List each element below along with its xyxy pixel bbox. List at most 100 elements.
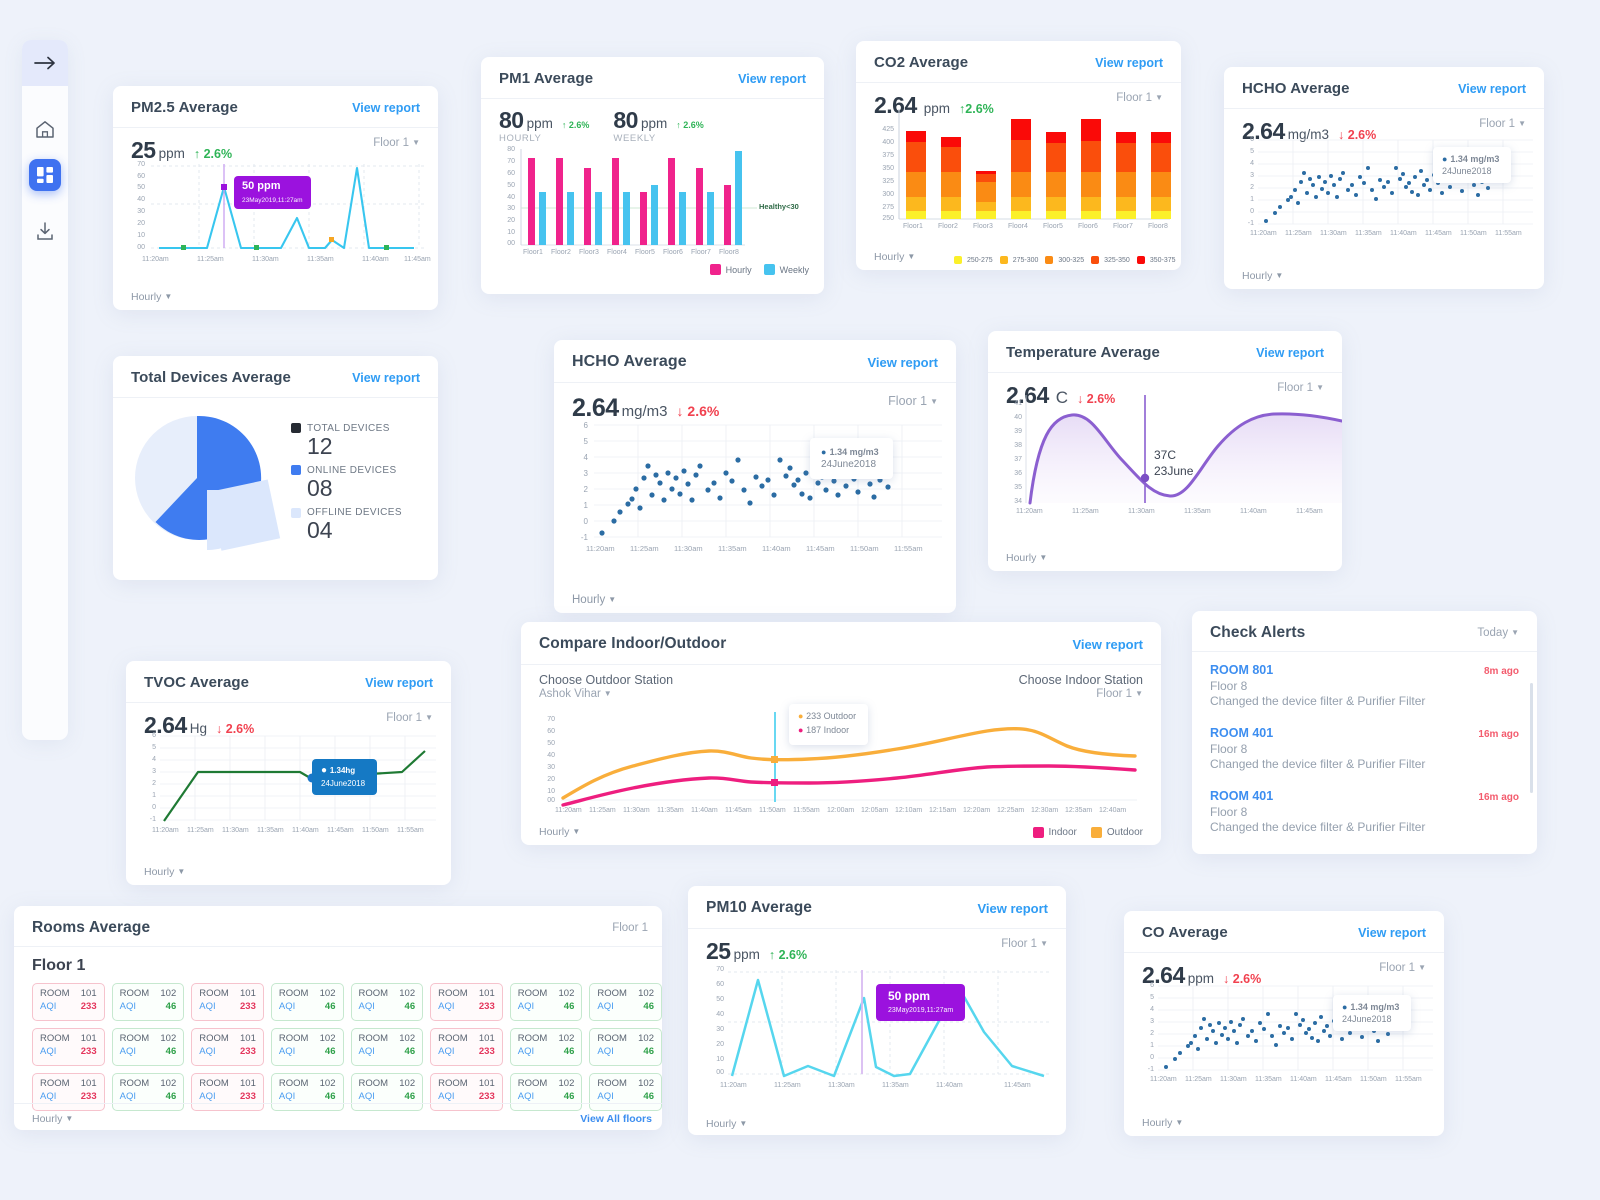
- card-compare: Compare Indoor/Outdoor View report Choos…: [521, 622, 1161, 845]
- room-chip[interactable]: ROOM 102 AQI 46: [589, 1073, 662, 1111]
- alert-description: Changed the device filter & Purifier Fil…: [1210, 820, 1426, 834]
- view-all-floors-link[interactable]: View All floors: [580, 1113, 652, 1125]
- hcho-large-interval-dropdown[interactable]: Hourly ▼: [572, 594, 617, 606]
- sidebar-item-home[interactable]: [22, 106, 68, 152]
- alerts-range-dropdown[interactable]: Today ▼: [1477, 627, 1519, 639]
- tvoc-chart: 6 5 4 3 2 1 0 -1 11:20am 11:25am 11:30am…: [140, 731, 440, 856]
- rooms-interval-dropdown[interactable]: Hourly ▼: [32, 1113, 74, 1125]
- room-chip[interactable]: ROOM 102 AQI 46: [589, 983, 662, 1021]
- room-chip[interactable]: ROOM 102 AQI 46: [270, 983, 344, 1021]
- room-chip[interactable]: ROOM 102 AQI 46: [270, 1073, 344, 1111]
- room-chip[interactable]: ROOM 102 AQI 46: [509, 1073, 583, 1111]
- tvoc-interval-dropdown[interactable]: Hourly ▼: [144, 866, 186, 878]
- room-chip[interactable]: ROOM 101 AQI 233: [32, 1073, 105, 1111]
- room-label: ROOM: [119, 1033, 150, 1044]
- floor-dropdown[interactable]: Floor 1 ▼: [373, 137, 420, 149]
- sidebar-item-download[interactable]: [22, 208, 68, 254]
- rooms-floor-dropdown[interactable]: Floor 1: [612, 922, 648, 934]
- floor-dropdown[interactable]: Floor 1 ▼: [1479, 118, 1526, 130]
- indoor-station-value[interactable]: Floor 1 ▼: [1096, 688, 1143, 700]
- floor-dropdown[interactable]: Floor 1 ▼: [1379, 962, 1426, 974]
- outdoor-station-label: Choose Outdoor Station: [539, 673, 674, 687]
- view-report-link[interactable]: View report: [365, 675, 433, 690]
- card-pm1: PM1 Average View report 80 ppm ↑ 2.6% HO…: [481, 57, 824, 294]
- aqi-label: AQI: [199, 1046, 216, 1057]
- view-report-link[interactable]: View report: [1256, 345, 1324, 360]
- view-report-link[interactable]: View report: [738, 71, 806, 86]
- hcho-large-unit: mg/m3: [621, 403, 668, 420]
- pm25-interval-dropdown[interactable]: Hourly ▼: [131, 291, 173, 303]
- co-delta: ↓ 2.6%: [1223, 972, 1262, 986]
- room-chip[interactable]: ROOM 102 AQI 46: [111, 1073, 185, 1111]
- floor-dropdown[interactable]: Floor 1 ▼: [888, 394, 938, 408]
- alert-item[interactable]: ROOM 401 16m ago Floor 8 Changed the dev…: [1192, 781, 1537, 844]
- legend-item-weekly: Weekly: [763, 264, 809, 275]
- alert-time: 16m ago: [1478, 792, 1519, 803]
- alerts-scrollbar[interactable]: [1530, 683, 1533, 793]
- outdoor-station-selector[interactable]: Choose Outdoor Station Ashok Vihar ▼: [539, 673, 673, 700]
- view-report-link[interactable]: View report: [1458, 81, 1526, 96]
- floor-dropdown[interactable]: Floor 1 ▼: [1277, 382, 1324, 394]
- hcho-large-chart: 6 5 4 3 2 1 0 -1 11:20am 11:25am 11:30am…: [570, 420, 945, 575]
- room-chip[interactable]: ROOM 102 AQI 46: [350, 1028, 424, 1066]
- view-report-link[interactable]: View report: [867, 354, 938, 370]
- room-chip[interactable]: ROOM 102 AQI 46: [509, 983, 583, 1021]
- room-chip[interactable]: ROOM 101 AQI 233: [32, 1028, 105, 1066]
- outdoor-station-value[interactable]: Ashok Vihar ▼: [539, 688, 612, 700]
- indoor-station-selector[interactable]: Choose Indoor Station Floor 1 ▼: [1019, 673, 1143, 700]
- room-chip[interactable]: ROOM 101 AQI 233: [191, 1028, 264, 1066]
- alert-room[interactable]: ROOM 801: [1210, 663, 1274, 677]
- co2-interval-dropdown[interactable]: Hourly ▼: [874, 251, 916, 263]
- offline-devices-swatch: [291, 507, 301, 518]
- pm10-interval-dropdown[interactable]: Hourly ▼: [706, 1118, 748, 1130]
- co-interval-dropdown[interactable]: Hourly ▼: [1142, 1117, 1184, 1129]
- alert-room[interactable]: ROOM 401: [1210, 789, 1274, 803]
- hcho-small-chart: 6 5 4 3 2 1 0 -1 11:20am 11:25am 11:30am…: [1238, 135, 1538, 255]
- room-chip[interactable]: ROOM 101 AQI 233: [191, 1073, 264, 1111]
- room-chip[interactable]: ROOM 102 AQI 46: [350, 1073, 424, 1111]
- alert-room[interactable]: ROOM 401: [1210, 852, 1273, 854]
- room-number: 101: [240, 1033, 256, 1044]
- sidebar-item-dashboard[interactable]: [22, 152, 68, 198]
- co-value: 2.64: [1142, 962, 1185, 988]
- aqi-value: 46: [643, 1001, 654, 1012]
- view-report-link[interactable]: View report: [352, 100, 420, 115]
- aqi-label: AQI: [119, 1091, 136, 1102]
- temperature-interval-dropdown[interactable]: Hourly ▼: [1006, 552, 1048, 564]
- room-chip[interactable]: ROOM 101 AQI 233: [191, 983, 264, 1021]
- sidebar-item-collapse[interactable]: [22, 40, 68, 86]
- view-report-link[interactable]: View report: [352, 370, 420, 385]
- view-report-link[interactable]: View report: [1095, 55, 1163, 70]
- room-chip[interactable]: ROOM 101 AQI 233: [430, 1073, 503, 1111]
- room-number: 102: [558, 988, 575, 999]
- room-number: 102: [638, 1033, 654, 1044]
- room-chip[interactable]: ROOM 101 AQI 233: [32, 983, 105, 1021]
- devices-row-total: TOTAL DEVICES 12: [291, 423, 402, 459]
- floor-dropdown[interactable]: Floor 1 ▼: [386, 712, 433, 724]
- room-chip[interactable]: ROOM 102 AQI 46: [589, 1028, 662, 1066]
- alert-room[interactable]: ROOM 401: [1210, 726, 1274, 740]
- view-report-link[interactable]: View report: [1072, 636, 1143, 652]
- alert-item[interactable]: ROOM 801 8m ago Floor 8 Changed the devi…: [1192, 655, 1537, 718]
- room-chip[interactable]: ROOM 101 AQI 233: [430, 983, 503, 1021]
- room-chip[interactable]: ROOM 102 AQI 46: [111, 1028, 185, 1066]
- room-chip[interactable]: ROOM 101 AQI 233: [430, 1028, 503, 1066]
- room-number: 102: [160, 1078, 177, 1089]
- pm1-hourly-unit: ppm: [526, 116, 553, 131]
- compare-interval-dropdown[interactable]: Hourly ▼: [539, 826, 581, 838]
- co2-stacked-bar-chart: [898, 109, 1171, 220]
- view-report-link[interactable]: View report: [1358, 925, 1426, 940]
- alert-item[interactable]: ROOM 401 16m ago Floor 8 Changed the dev…: [1192, 718, 1537, 781]
- floor-dropdown[interactable]: Floor 1 ▼: [1001, 938, 1048, 950]
- view-report-link[interactable]: View report: [977, 900, 1048, 916]
- floor-dropdown[interactable]: Floor 1 ▼: [1116, 92, 1163, 104]
- pm25-header: PM2.5 Average View report: [113, 86, 438, 128]
- online-devices-value: 08: [307, 474, 333, 501]
- devices-row-offline: OFFLINE DEVICES 04: [291, 507, 402, 543]
- room-chip[interactable]: ROOM 102 AQI 46: [509, 1028, 583, 1066]
- hcho-small-interval-dropdown[interactable]: Hourly ▼: [1242, 270, 1284, 282]
- room-chip[interactable]: ROOM 102 AQI 46: [111, 983, 185, 1021]
- alert-item[interactable]: ROOM 401 16m ago: [1192, 844, 1537, 854]
- room-chip[interactable]: ROOM 102 AQI 46: [350, 983, 424, 1021]
- room-chip[interactable]: ROOM 102 AQI 46: [270, 1028, 344, 1066]
